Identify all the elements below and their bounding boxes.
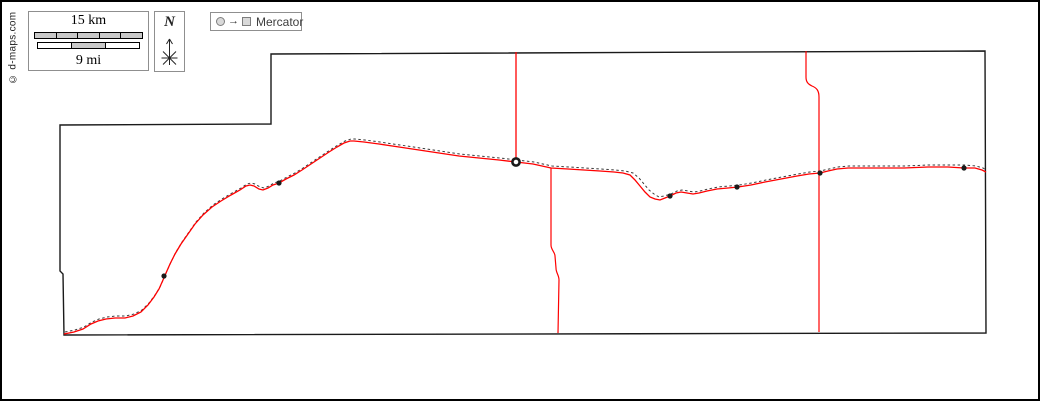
town-dot xyxy=(161,273,167,279)
north-arrow-panel: N xyxy=(154,11,185,72)
flat-map-icon xyxy=(242,17,251,26)
scale-tick xyxy=(77,32,78,38)
town-dot xyxy=(961,165,967,171)
scale-tick xyxy=(99,32,100,38)
sphere-icon xyxy=(216,17,225,26)
scale-segment xyxy=(71,43,105,49)
projection-panel: → Mercator xyxy=(210,12,304,31)
town-dot xyxy=(734,184,740,190)
projection-name: Mercator xyxy=(256,14,304,29)
scale-tick xyxy=(105,43,106,49)
copyright-watermark: © d-maps.com xyxy=(7,11,19,85)
town-dot xyxy=(667,193,673,199)
town-dot xyxy=(817,170,823,176)
north-arrow-icon xyxy=(161,38,178,65)
scale-bar-mi xyxy=(37,42,140,50)
town-dot xyxy=(276,180,282,186)
county-seat-symbol xyxy=(511,157,521,167)
county-boundary xyxy=(59,50,987,336)
towns-layer xyxy=(161,165,967,279)
scale-tick xyxy=(120,32,121,38)
scale-bar-km xyxy=(34,31,143,39)
road-north-b xyxy=(805,51,820,332)
arrow-right-icon: → xyxy=(228,15,239,27)
scale-km-label: 15 km xyxy=(70,13,107,28)
scale-bar-panel: 15 km 9 mi xyxy=(28,11,149,71)
scale-tick xyxy=(71,43,72,49)
road-south-c xyxy=(550,168,560,334)
scale-tick xyxy=(56,32,57,38)
trail-dashed-line xyxy=(64,138,987,333)
scale-mi-label: 9 mi xyxy=(75,52,102,68)
main-road xyxy=(63,140,987,335)
north-label: N xyxy=(164,14,175,30)
